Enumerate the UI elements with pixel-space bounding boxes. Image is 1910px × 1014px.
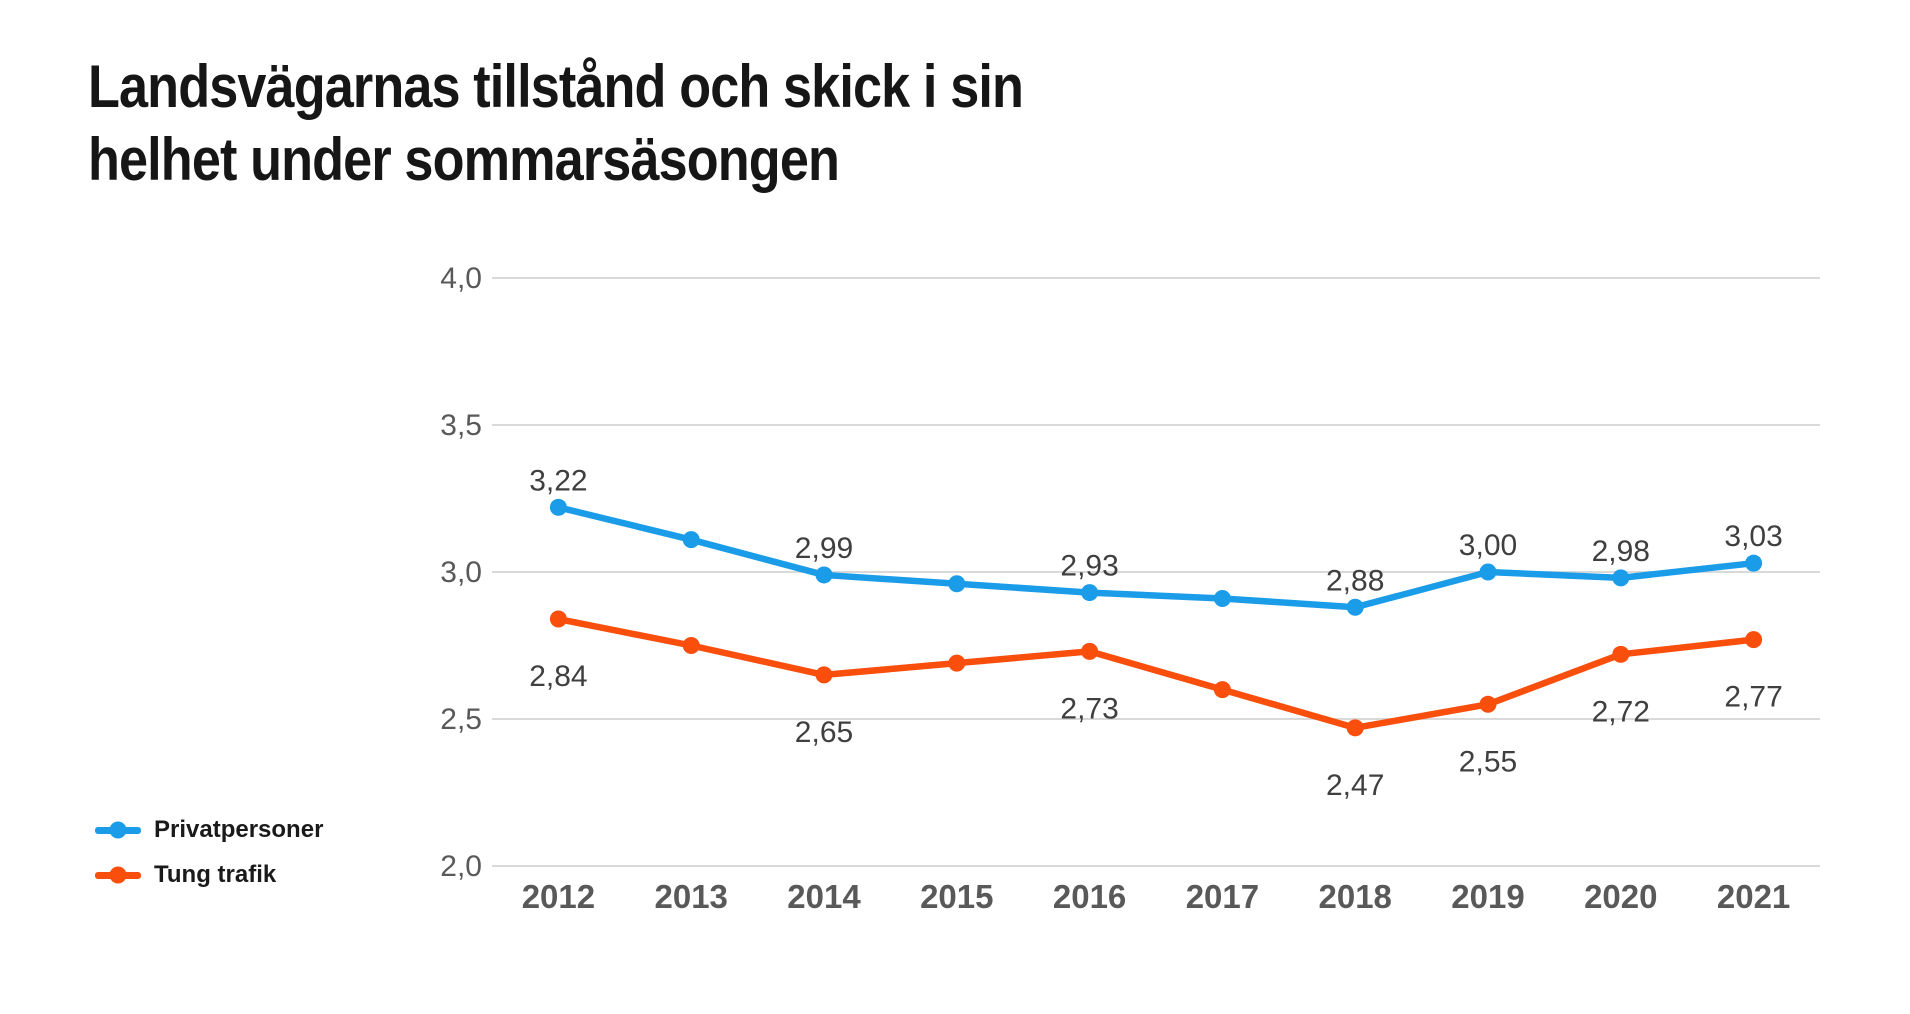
x-axis-tick-label: 2020 — [1584, 878, 1657, 915]
data-point-tung-trafik-2015 — [948, 654, 966, 672]
x-axis-tick-label: 2014 — [787, 878, 861, 915]
data-label-tung-trafik-2020: 2,72 — [1592, 695, 1650, 728]
data-point-tung-trafik-2012 — [549, 610, 567, 628]
data-point-tung-trafik-2018 — [1346, 719, 1364, 737]
data-point-privatpersoner-2015 — [948, 575, 966, 593]
x-axis-tick-label: 2012 — [522, 878, 595, 915]
data-label-tung-trafik-2016: 2,73 — [1060, 692, 1118, 725]
data-point-tung-trafik-2020 — [1612, 645, 1630, 663]
y-axis-tick-label: 2,0 — [440, 850, 482, 883]
data-label-tung-trafik-2019: 2,55 — [1459, 745, 1517, 778]
x-axis-tick-label: 2015 — [920, 878, 993, 915]
x-axis-tick-label: 2021 — [1717, 878, 1790, 915]
series-line-tung-trafik — [555, 615, 1757, 732]
data-point-privatpersoner-2012 — [549, 498, 567, 516]
y-axis-tick-label: 3,5 — [440, 409, 482, 442]
data-label-privatpersoner-2021: 3,03 — [1724, 520, 1782, 553]
data-point-privatpersoner-2020 — [1612, 569, 1630, 587]
data-point-privatpersoner-2014 — [815, 566, 833, 584]
data-label-tung-trafik-2018: 2,47 — [1326, 769, 1384, 802]
x-axis-tick-label: 2013 — [654, 878, 727, 915]
data-point-privatpersoner-2016 — [1081, 584, 1099, 602]
y-axis-tick-label: 4,0 — [440, 262, 482, 295]
data-point-privatpersoner-2013 — [682, 531, 700, 549]
tung-trafik-line-swatch-icon — [95, 866, 141, 884]
chart-title: Landsvägarnas tillstånd och skick i sin … — [88, 53, 1024, 193]
data-label-privatpersoner-2012: 3,22 — [529, 464, 587, 497]
data-point-privatpersoner-2018 — [1346, 598, 1364, 616]
data-label-tung-trafik-2014: 2,65 — [795, 716, 853, 749]
data-point-tung-trafik-2021 — [1745, 631, 1763, 649]
data-point-tung-trafik-2014 — [815, 666, 833, 684]
x-axis-tick-label: 2016 — [1053, 878, 1126, 915]
x-axis-tick-label: 2017 — [1186, 878, 1259, 915]
data-label-privatpersoner-2016: 2,93 — [1060, 550, 1118, 583]
data-point-tung-trafik-2017 — [1213, 681, 1231, 699]
data-label-privatpersoner-2018: 2,88 — [1326, 564, 1384, 597]
data-point-privatpersoner-2017 — [1213, 589, 1231, 607]
x-axis-tick-label: 2018 — [1318, 878, 1391, 915]
data-point-tung-trafik-2016 — [1081, 642, 1099, 660]
data-label-privatpersoner-2019: 3,00 — [1459, 529, 1517, 562]
legend-item-privatpersoner: Privatpersoner — [95, 816, 323, 844]
privatpersoner-line-swatch-icon — [95, 821, 141, 839]
y-axis-tick-label: 2,5 — [440, 703, 482, 736]
legend-label-privatpersoner: Privatpersoner — [154, 816, 324, 843]
series-line-privatpersoner — [555, 504, 1757, 611]
data-label-tung-trafik-2021: 2,77 — [1724, 681, 1782, 714]
data-point-privatpersoner-2019 — [1479, 563, 1497, 581]
legend-item-tung-trafik: Tung trafik — [95, 861, 323, 889]
data-label-privatpersoner-2014: 2,99 — [795, 532, 853, 565]
data-point-tung-trafik-2013 — [682, 637, 700, 654]
chart-legend: Privatpersoner Tung trafik — [95, 816, 323, 889]
legend-label-tung-trafik: Tung trafik — [154, 861, 277, 888]
data-point-privatpersoner-2021 — [1745, 554, 1763, 572]
y-axis-tick-label: 3,0 — [440, 556, 482, 589]
data-label-tung-trafik-2012: 2,84 — [529, 660, 587, 693]
x-axis-tick-label: 2019 — [1451, 878, 1524, 915]
data-point-tung-trafik-2019 — [1479, 695, 1497, 713]
data-label-privatpersoner-2020: 2,98 — [1592, 535, 1650, 568]
